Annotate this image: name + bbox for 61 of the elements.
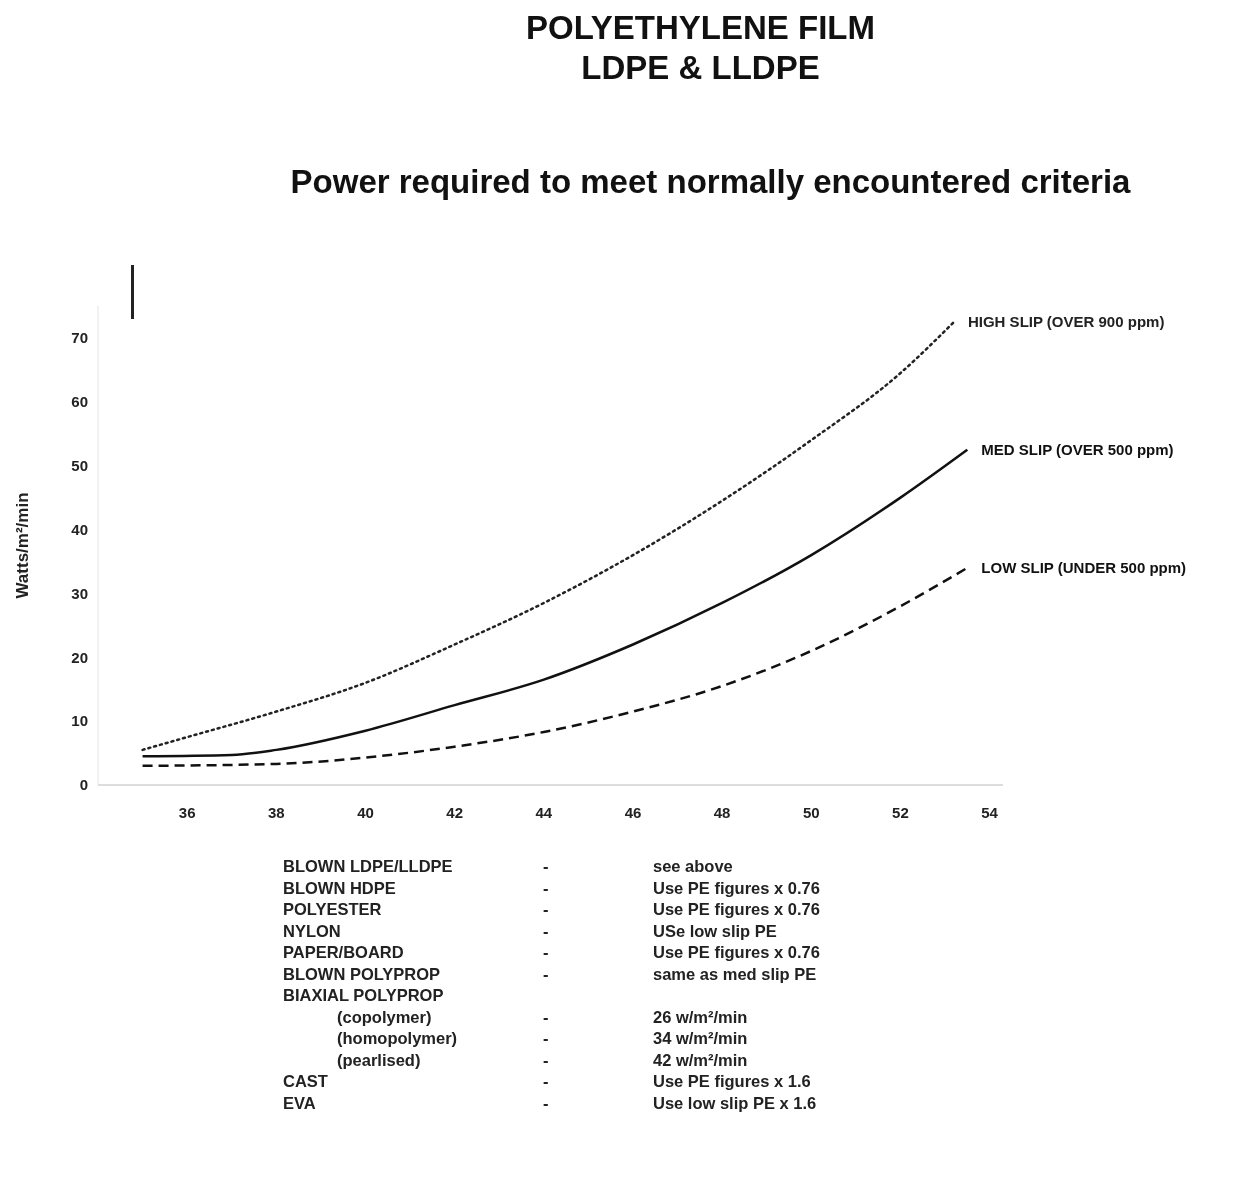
- chart-subtitle: Power required to meet normally encountered criteria: [289, 163, 1132, 201]
- text: (pearlised): [336, 1049, 422, 1071]
- line-series: [141, 566, 969, 768]
- series-label: MED SLIP (OVER 500 ppm): [981, 441, 1174, 459]
- text: -: [543, 920, 550, 942]
- text: BLOWN LDPE/LLDPE: [283, 856, 454, 877]
- text: Use PE figures x 0.76: [653, 942, 821, 963]
- x-tick-label: 52: [892, 803, 909, 821]
- y-tick-label: 10: [71, 712, 88, 730]
- text: -: [543, 877, 550, 899]
- text: BLOWN POLYPROP: [283, 963, 442, 985]
- text: Use low slip PE x 1.6: [653, 1092, 818, 1114]
- series-label: HIGH SLIP (OVER 900 ppm): [967, 313, 1165, 331]
- text: USe low slip PE: [653, 920, 778, 942]
- text: -: [543, 1049, 550, 1071]
- y-tick-label: 0: [79, 776, 88, 794]
- text: NYLON: [283, 920, 342, 942]
- text: Use PE figures x 0.76: [653, 877, 821, 899]
- y-tick-label: 50: [71, 456, 88, 474]
- x-tick-label: 46: [624, 803, 642, 821]
- y-tick-label: 60: [71, 393, 88, 411]
- text: EVA: [283, 1092, 317, 1114]
- chart-title: POLYETHYLENE FILM LDPE & LLDPE: [525, 8, 876, 88]
- y-tick-label: 20: [71, 648, 88, 666]
- x-tick-label: 40: [357, 803, 374, 821]
- x-tick-label: 44: [535, 803, 553, 821]
- line-series: [141, 320, 956, 752]
- text: -: [543, 1006, 550, 1028]
- text: -: [543, 856, 550, 877]
- text: -: [543, 963, 550, 985]
- x-tick-label: 42: [446, 803, 463, 821]
- text: Use PE figures x 1.6: [653, 1071, 812, 1092]
- text: see above: [653, 856, 734, 877]
- x-tick-label: 54: [981, 803, 999, 821]
- y-tick-label: 40: [71, 520, 88, 538]
- x-tick-label: 38: [267, 803, 285, 821]
- text: 34 w/m²/min: [653, 1028, 749, 1049]
- text: -: [543, 1092, 550, 1114]
- series-label: LOW SLIP (UNDER 500 ppm): [981, 559, 1187, 577]
- text: -: [543, 942, 550, 963]
- text: (copolymer): [336, 1006, 433, 1028]
- text: -: [543, 899, 550, 920]
- text: Use PE figures x 0.76: [653, 899, 821, 920]
- text: 42 w/m²/min: [653, 1049, 749, 1071]
- text: CAST: [283, 1071, 329, 1092]
- y-axis-title: Watts/m²/min: [13, 492, 33, 599]
- text: (homopolymer): [336, 1028, 459, 1049]
- text: PAPER/BOARD: [283, 942, 405, 963]
- text: -: [543, 1028, 550, 1049]
- text: -: [543, 1071, 550, 1092]
- y-tick-label: 30: [71, 584, 88, 602]
- text: 26 w/m²/min: [653, 1006, 749, 1028]
- text: BLOWN HDPE: [283, 877, 397, 899]
- line-series: [141, 448, 969, 758]
- x-tick-label: 50: [802, 803, 820, 821]
- x-tick-label: 48: [713, 803, 731, 821]
- x-tick-label: 36: [178, 803, 196, 821]
- text: POLYESTER: [283, 899, 383, 920]
- y-tick-label: 70: [71, 329, 88, 347]
- text: BIAXIAL POLYPROP: [283, 985, 445, 1006]
- text: same as med slip PE: [653, 963, 818, 985]
